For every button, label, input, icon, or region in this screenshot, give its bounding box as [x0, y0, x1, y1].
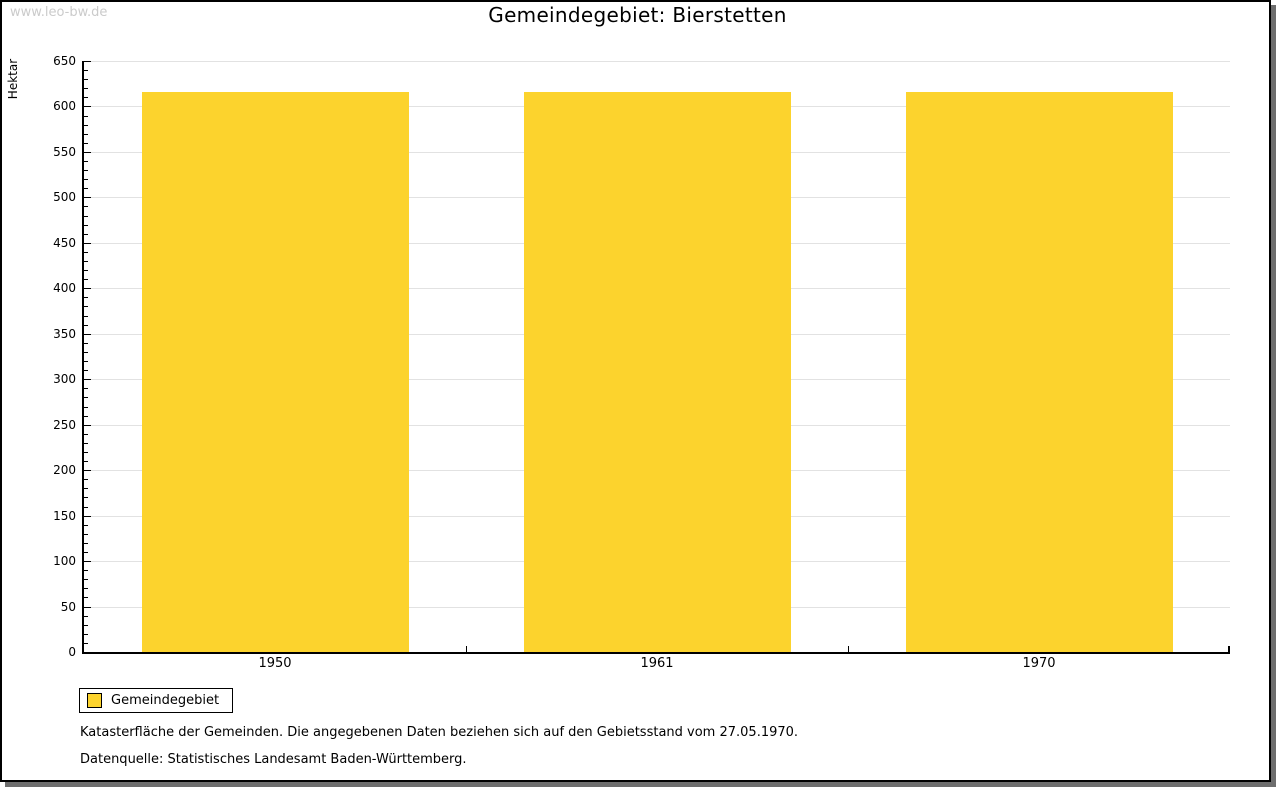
gridline	[84, 61, 1230, 62]
y-major-tick	[84, 379, 91, 380]
y-minor-tick	[84, 270, 88, 271]
plot-area	[84, 61, 1230, 652]
y-major-tick	[84, 197, 91, 198]
bar	[142, 92, 409, 652]
y-tick-label: 300	[53, 372, 76, 386]
y-minor-tick	[84, 543, 88, 544]
y-minor-tick	[84, 370, 88, 371]
y-minor-tick	[84, 161, 88, 162]
x-boundary-tick	[848, 646, 849, 652]
y-minor-tick	[84, 461, 88, 462]
y-minor-tick	[84, 143, 88, 144]
y-minor-tick	[84, 479, 88, 480]
bar	[906, 92, 1173, 652]
y-minor-tick	[84, 452, 88, 453]
bar	[524, 92, 791, 652]
y-major-tick	[84, 425, 91, 426]
y-minor-tick	[84, 234, 88, 235]
x-boundary-tick	[466, 646, 467, 652]
y-major-tick	[84, 61, 91, 62]
y-major-tick	[84, 288, 91, 289]
y-major-tick	[84, 243, 91, 244]
y-minor-tick	[84, 297, 88, 298]
y-minor-tick	[84, 488, 88, 489]
chart-title: Gemeindegebiet: Bierstetten	[488, 3, 787, 27]
x-axis-end-tick	[1228, 646, 1230, 652]
y-major-tick	[84, 561, 91, 562]
y-minor-tick	[84, 252, 88, 253]
y-tick-label: 250	[53, 418, 76, 432]
legend-color-swatch	[87, 693, 102, 708]
y-major-tick	[84, 106, 91, 107]
y-minor-tick	[84, 70, 88, 71]
y-minor-tick	[84, 325, 88, 326]
y-major-tick	[84, 516, 91, 517]
legend-label: Gemeindegebiet	[111, 693, 220, 708]
y-tick-label: 350	[53, 327, 76, 341]
y-minor-tick	[84, 225, 88, 226]
y-minor-tick	[84, 188, 88, 189]
y-major-tick	[84, 152, 91, 153]
y-minor-tick	[84, 597, 88, 598]
y-minor-tick	[84, 206, 88, 207]
y-minor-tick	[84, 170, 88, 171]
y-minor-tick	[84, 388, 88, 389]
y-tick-label: 0	[68, 645, 76, 659]
y-major-tick	[84, 334, 91, 335]
y-minor-tick	[84, 634, 88, 635]
y-minor-tick	[84, 361, 88, 362]
y-tick-label: 200	[53, 463, 76, 477]
y-axis-line	[82, 61, 84, 652]
y-minor-tick	[84, 79, 88, 80]
legend: Gemeindegebiet	[79, 688, 234, 713]
y-minor-tick	[84, 570, 88, 571]
y-minor-tick	[84, 416, 88, 417]
y-minor-tick	[84, 434, 88, 435]
y-minor-tick	[84, 97, 88, 98]
y-tick-label: 450	[53, 236, 76, 250]
y-major-tick	[84, 607, 91, 608]
y-tick-label: 500	[53, 190, 76, 204]
y-tick-label: 100	[53, 554, 76, 568]
y-minor-tick	[84, 279, 88, 280]
y-major-tick	[84, 470, 91, 471]
y-minor-tick	[84, 88, 88, 89]
y-minor-tick	[84, 125, 88, 126]
y-tick-label: 400	[53, 281, 76, 295]
y-minor-tick	[84, 497, 88, 498]
y-minor-tick	[84, 352, 88, 353]
y-minor-tick	[84, 443, 88, 444]
x-tick-label: 1961	[640, 656, 674, 671]
y-tick-label: 50	[60, 600, 76, 614]
y-minor-tick	[84, 216, 88, 217]
y-minor-tick	[84, 116, 88, 117]
x-tick-label: 1950	[258, 656, 292, 671]
y-minor-tick	[84, 579, 88, 580]
y-minor-tick	[84, 616, 88, 617]
y-tick-label: 550	[53, 145, 76, 159]
watermark-text: www.leo-bw.de	[10, 5, 108, 20]
y-minor-tick	[84, 588, 88, 589]
y-minor-tick	[84, 625, 88, 626]
y-minor-tick	[84, 534, 88, 535]
y-tick-label: 600	[53, 99, 76, 113]
y-minor-tick	[84, 643, 88, 644]
x-axis-line	[82, 652, 1230, 654]
y-tick-label: 650	[53, 54, 76, 68]
y-minor-tick	[84, 134, 88, 135]
x-tick-label: 1970	[1022, 656, 1056, 671]
y-minor-tick	[84, 407, 88, 408]
y-minor-tick	[84, 316, 88, 317]
y-minor-tick	[84, 343, 88, 344]
y-minor-tick	[84, 179, 88, 180]
footer-source: Datenquelle: Statistisches Landesamt Bad…	[80, 752, 467, 767]
y-minor-tick	[84, 552, 88, 553]
y-tick-label: 150	[53, 509, 76, 523]
y-minor-tick	[84, 507, 88, 508]
y-minor-tick	[84, 397, 88, 398]
footer-note: Katasterfläche der Gemeinden. Die angege…	[80, 725, 799, 740]
y-minor-tick	[84, 306, 88, 307]
y-minor-tick	[84, 525, 88, 526]
y-minor-tick	[84, 261, 88, 262]
